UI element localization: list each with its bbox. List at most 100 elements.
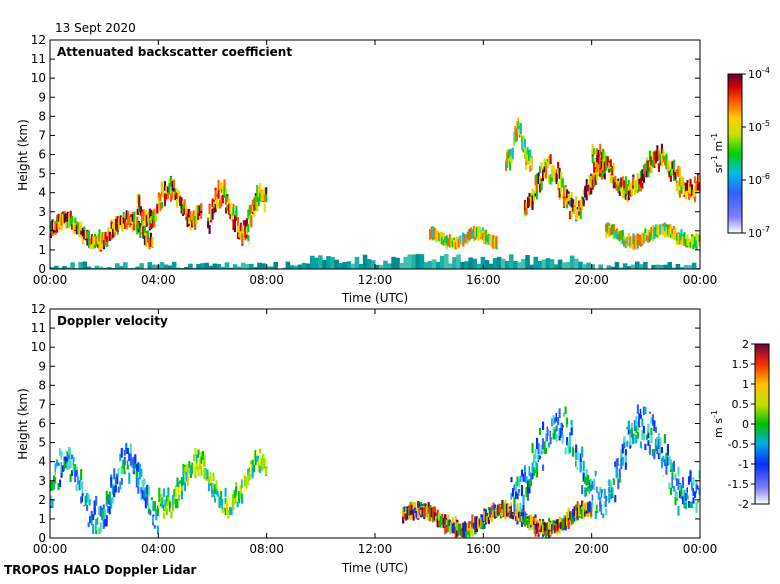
aerosol-mark — [273, 262, 278, 269]
velocity-data-mark — [565, 406, 567, 413]
velocity-data-mark — [265, 458, 267, 467]
velocity-y-tick-label: 1 — [38, 512, 46, 526]
backscatter-data-mark — [253, 211, 255, 217]
backscatter-data-mark — [520, 125, 522, 134]
velocity-data-mark — [677, 467, 679, 476]
velocity-colorbar-tick-label: -1 — [738, 458, 749, 471]
aerosol-mark — [554, 264, 559, 269]
velocity-data-mark — [534, 449, 536, 459]
velocity-x-tick-label: 12:00 — [358, 542, 393, 556]
velocity-data-mark — [519, 476, 521, 482]
backscatter-x-tick-label: 00:00 — [683, 273, 718, 287]
velocity-data-mark — [137, 486, 139, 494]
backscatter-x-tick-label: 00:00 — [33, 273, 68, 287]
velocity-unit-second-exp: -1 — [710, 410, 719, 418]
backscatter-y-tick-label: 7 — [38, 128, 46, 142]
backscatter-data-mark — [610, 159, 612, 167]
backscatter-x-tick-label: 16:00 — [466, 273, 501, 287]
tick-exp: -7 — [762, 225, 770, 234]
backscatter-data-mark — [225, 188, 227, 195]
velocity-y-tick-label: 12 — [31, 302, 46, 316]
aerosol-mark — [631, 264, 636, 269]
backscatter-data-mark — [673, 160, 675, 170]
aerosol-mark — [473, 259, 478, 269]
backscatter-data-mark — [679, 167, 681, 177]
velocity-data-mark — [616, 467, 618, 478]
velocity-data-mark — [166, 508, 168, 515]
velocity-data-mark — [178, 494, 180, 501]
aerosol-mark — [241, 263, 246, 269]
aerosol-mark — [330, 257, 335, 269]
velocity-data-mark — [100, 522, 102, 532]
aerosol-mark — [688, 265, 693, 269]
aerosol-mark — [615, 262, 620, 269]
velocity-data-mark — [626, 441, 628, 447]
aerosol-mark — [408, 254, 413, 269]
velocity-data-mark — [163, 488, 165, 497]
aerosol-mark — [570, 256, 575, 269]
velocity-data-mark — [637, 404, 639, 414]
velocity-colorbar-tick-label: 0.5 — [732, 398, 750, 411]
velocity-data-mark — [563, 417, 565, 425]
velocity-y-tick-label: 11 — [31, 321, 46, 335]
backscatter-data-mark — [155, 214, 157, 222]
velocity-feature-cloud — [158, 448, 267, 519]
backscatter-y-tick-label: 6 — [38, 148, 46, 162]
aerosol-mark — [416, 254, 421, 269]
aerosol-mark — [428, 261, 433, 269]
velocity-data-mark — [536, 467, 538, 477]
velocity-data-mark — [241, 493, 243, 504]
aerosol-mark — [351, 264, 356, 269]
backscatter-feature-cloud — [137, 176, 203, 230]
aerosol-mark — [651, 265, 656, 269]
backscatter-data-mark — [575, 196, 577, 205]
aerosol-mark — [676, 264, 681, 269]
velocity-data-mark — [685, 502, 687, 510]
velocity-data-mark — [640, 441, 642, 448]
aerosol-mark — [261, 263, 266, 269]
aerosol-mark — [164, 265, 169, 269]
aerosol-mark — [440, 256, 445, 269]
backscatter-x-tick-label: 20:00 — [574, 273, 609, 287]
aerosol-mark — [505, 261, 510, 269]
aerosol-mark — [517, 262, 522, 269]
aerosol-mark — [83, 262, 88, 269]
aerosol-mark — [306, 263, 311, 269]
velocity-data-mark — [619, 468, 621, 477]
aerosol-mark — [379, 265, 384, 269]
aerosol-mark — [383, 261, 388, 269]
velocity-colorbar-tick-label: -2 — [738, 498, 749, 511]
velocity-title: Doppler velocity — [57, 314, 168, 328]
velocity-data-mark — [539, 428, 541, 435]
velocity-data-mark — [53, 483, 55, 490]
velocity-data — [50, 404, 701, 538]
aerosol-mark — [403, 257, 408, 269]
backscatter-feature-cloud — [207, 179, 267, 246]
velocity-data-mark — [589, 501, 591, 512]
velocity-data-mark — [593, 479, 595, 490]
velocity-data-mark — [106, 515, 108, 526]
velocity-data-mark — [650, 436, 652, 444]
aerosol-mark — [286, 262, 291, 269]
velocity-data-mark — [163, 512, 165, 519]
aerosol-mark — [485, 260, 490, 269]
aerosol-mark — [607, 265, 612, 269]
aerosol-mark — [590, 264, 595, 269]
backscatter-data-mark — [495, 236, 497, 246]
velocity-data-mark — [522, 505, 524, 511]
velocity-data-mark — [130, 444, 132, 454]
aerosol-mark — [200, 263, 205, 269]
velocity-data-mark — [596, 475, 598, 481]
aerosol-mark — [574, 259, 579, 269]
backscatter-unit-base-exp: -1 — [710, 155, 719, 163]
velocity-data-mark — [56, 474, 58, 482]
velocity-data-mark — [623, 442, 625, 448]
aerosol-mark — [546, 258, 551, 269]
velocity-data-mark — [522, 495, 524, 505]
backscatter-colorbar-tick-label: 10-6 — [748, 172, 770, 187]
velocity-data-mark — [689, 471, 691, 482]
velocity-unit-base: m — [712, 427, 725, 438]
velocity-data-mark — [580, 463, 582, 472]
velocity-y-label: Height (km) — [16, 388, 30, 459]
velocity-data-mark — [216, 480, 218, 489]
